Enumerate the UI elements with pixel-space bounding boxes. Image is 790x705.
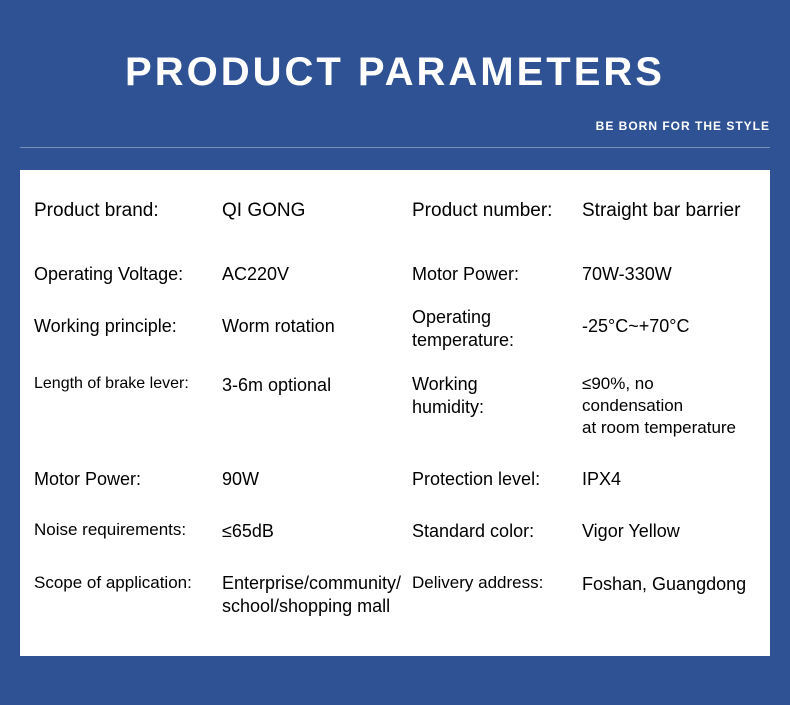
param-value: ≤65dB [218, 501, 408, 553]
page-title: PRODUCT PARAMETERS [20, 50, 770, 95]
subtitle: BE BORN FOR THE STYLE [596, 119, 770, 133]
param-label: Noise requirements: [30, 501, 218, 553]
param-label: Motor Power: [30, 449, 218, 501]
param-value: -25°C~+70°C [578, 296, 760, 363]
param-label: Operating Voltage: [30, 248, 218, 296]
param-label: Workinghumidity: [408, 363, 578, 449]
param-value: Straight bar barrier [578, 188, 760, 248]
param-label: Operatingtemperature: [408, 296, 578, 363]
parameters-card: Product brand: QI GONG Product number: S… [20, 170, 770, 656]
param-label: Delivery address: [408, 554, 578, 629]
param-value: Vigor Yellow [578, 501, 760, 553]
param-value: QI GONG [218, 188, 408, 248]
param-value: Foshan, Guangdong [578, 554, 760, 629]
param-value: 70W-330W [578, 248, 760, 296]
header: PRODUCT PARAMETERS [0, 0, 790, 95]
param-label: Working principle: [30, 296, 218, 363]
param-label: Motor Power: [408, 248, 578, 296]
param-label: Scope of application: [30, 554, 218, 629]
param-value: Worm rotation [218, 296, 408, 363]
parameters-grid: Product brand: QI GONG Product number: S… [30, 188, 760, 628]
param-label: Product brand: [30, 188, 218, 248]
param-value: ≤90%, no condensationat room temperature [578, 363, 760, 449]
param-label: Protection level: [408, 449, 578, 501]
param-value: Enterprise/community/school/shopping mal… [218, 554, 408, 629]
param-label: Standard color: [408, 501, 578, 553]
param-value: AC220V [218, 248, 408, 296]
divider [20, 147, 770, 148]
param-value: 90W [218, 449, 408, 501]
param-label: Length of brake lever: [30, 363, 218, 449]
param-value: IPX4 [578, 449, 760, 501]
param-label: Product number: [408, 188, 578, 248]
subtitle-row: BE BORN FOR THE STYLE [0, 95, 790, 147]
param-value: 3-6m optional [218, 363, 408, 449]
